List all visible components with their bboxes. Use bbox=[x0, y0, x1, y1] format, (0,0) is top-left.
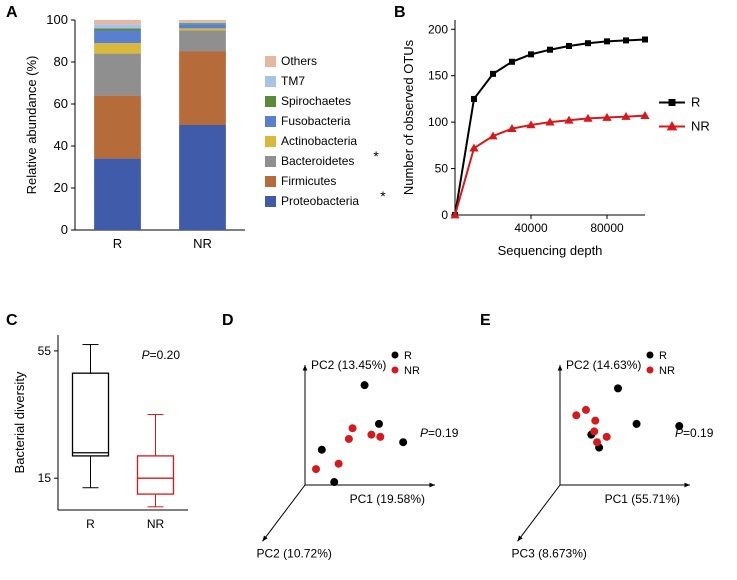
svg-text:Actinobacteria: Actinobacteria bbox=[281, 134, 357, 148]
svg-text:NR: NR bbox=[404, 365, 420, 377]
panel-a-stacked-bar: 0 20 40 60 80 100 Relative abundance (%) R NR Oth… bbox=[20, 10, 390, 270]
svg-text:R: R bbox=[86, 517, 95, 531]
svg-text:PC1 (55.71%): PC1 (55.71%) bbox=[605, 492, 680, 506]
svg-text:60: 60 bbox=[54, 96, 68, 111]
svg-text:200: 200 bbox=[428, 22, 448, 36]
svg-text:R: R bbox=[404, 350, 412, 362]
svg-text:0: 0 bbox=[441, 208, 448, 222]
panel-b-rarefaction: 0 50 100 150 200 40000 80000 Sequencing depth Nu… bbox=[395, 10, 735, 270]
svg-text:Relative abundance (%): Relative abundance (%) bbox=[24, 56, 39, 195]
svg-text:Firmicutes: Firmicutes bbox=[281, 174, 336, 188]
svg-text:NR: NR bbox=[147, 517, 165, 531]
svg-text:0: 0 bbox=[61, 222, 68, 237]
svg-text:20: 20 bbox=[54, 180, 68, 195]
svg-text:Fusobacteria: Fusobacteria bbox=[281, 114, 351, 128]
svg-text:Proteobacteria: Proteobacteria bbox=[281, 194, 359, 208]
svg-text:R: R bbox=[659, 350, 667, 362]
svg-text:PC1 (19.58%): PC1 (19.58%) bbox=[350, 492, 425, 506]
svg-text:80: 80 bbox=[54, 54, 68, 69]
svg-text:40: 40 bbox=[54, 138, 68, 153]
svg-text:Others: Others bbox=[281, 54, 317, 68]
svg-text:PC3 (8.673%): PC3 (8.673%) bbox=[512, 546, 587, 560]
svg-text:P=0.19: P=0.19 bbox=[420, 426, 459, 440]
svg-text:NR: NR bbox=[659, 365, 675, 377]
svg-text:Number of observed OTUs: Number of observed OTUs bbox=[401, 39, 416, 195]
svg-text:55: 55 bbox=[38, 344, 52, 358]
svg-text:P=0.20: P=0.20 bbox=[142, 348, 181, 362]
svg-text:R: R bbox=[691, 95, 700, 110]
svg-text:*: * bbox=[380, 188, 386, 204]
svg-text:*: * bbox=[373, 148, 379, 164]
svg-text:P=0.19: P=0.19 bbox=[675, 426, 714, 440]
panel-d-pcoa: PC2 (13.45%) PC1 (19.58%) PC2 (10.72%) R NR P… bbox=[225, 320, 475, 570]
svg-text:TM7: TM7 bbox=[281, 74, 305, 88]
svg-text:80000: 80000 bbox=[590, 221, 624, 235]
svg-text:Bacteroidetes: Bacteroidetes bbox=[281, 154, 354, 168]
svg-text:150: 150 bbox=[428, 69, 448, 83]
svg-text:50: 50 bbox=[435, 162, 449, 176]
svg-text:Bacterial diversity: Bacterial diversity bbox=[12, 371, 27, 473]
svg-text:15: 15 bbox=[38, 471, 52, 485]
svg-text:PC2 (13.45%): PC2 (13.45%) bbox=[311, 358, 386, 372]
svg-text:40000: 40000 bbox=[514, 221, 548, 235]
svg-text:100: 100 bbox=[428, 115, 448, 129]
svg-text:Spirochaetes: Spirochaetes bbox=[281, 94, 351, 108]
svg-text:Sequencing depth: Sequencing depth bbox=[498, 243, 603, 258]
svg-text:PC2 (14.63%): PC2 (14.63%) bbox=[566, 358, 641, 372]
panel-c-boxplot: 15 55 Bacterial diversity R NR P=0.20 bbox=[10, 320, 210, 570]
svg-text:NR: NR bbox=[193, 236, 212, 251]
panel-e-pcoa: PC2 (14.63%) PC1 (55.71%) PC3 (8.673%) R NR P… bbox=[480, 320, 730, 570]
svg-text:NR: NR bbox=[691, 119, 710, 134]
svg-text:PC2 (10.72%): PC2 (10.72%) bbox=[257, 546, 332, 560]
panel-a-label: A bbox=[6, 4, 18, 22]
svg-text:100: 100 bbox=[46, 12, 68, 27]
figure: A B C D E 020406080100Relative abundance… bbox=[0, 0, 737, 580]
svg-text:R: R bbox=[113, 236, 122, 251]
